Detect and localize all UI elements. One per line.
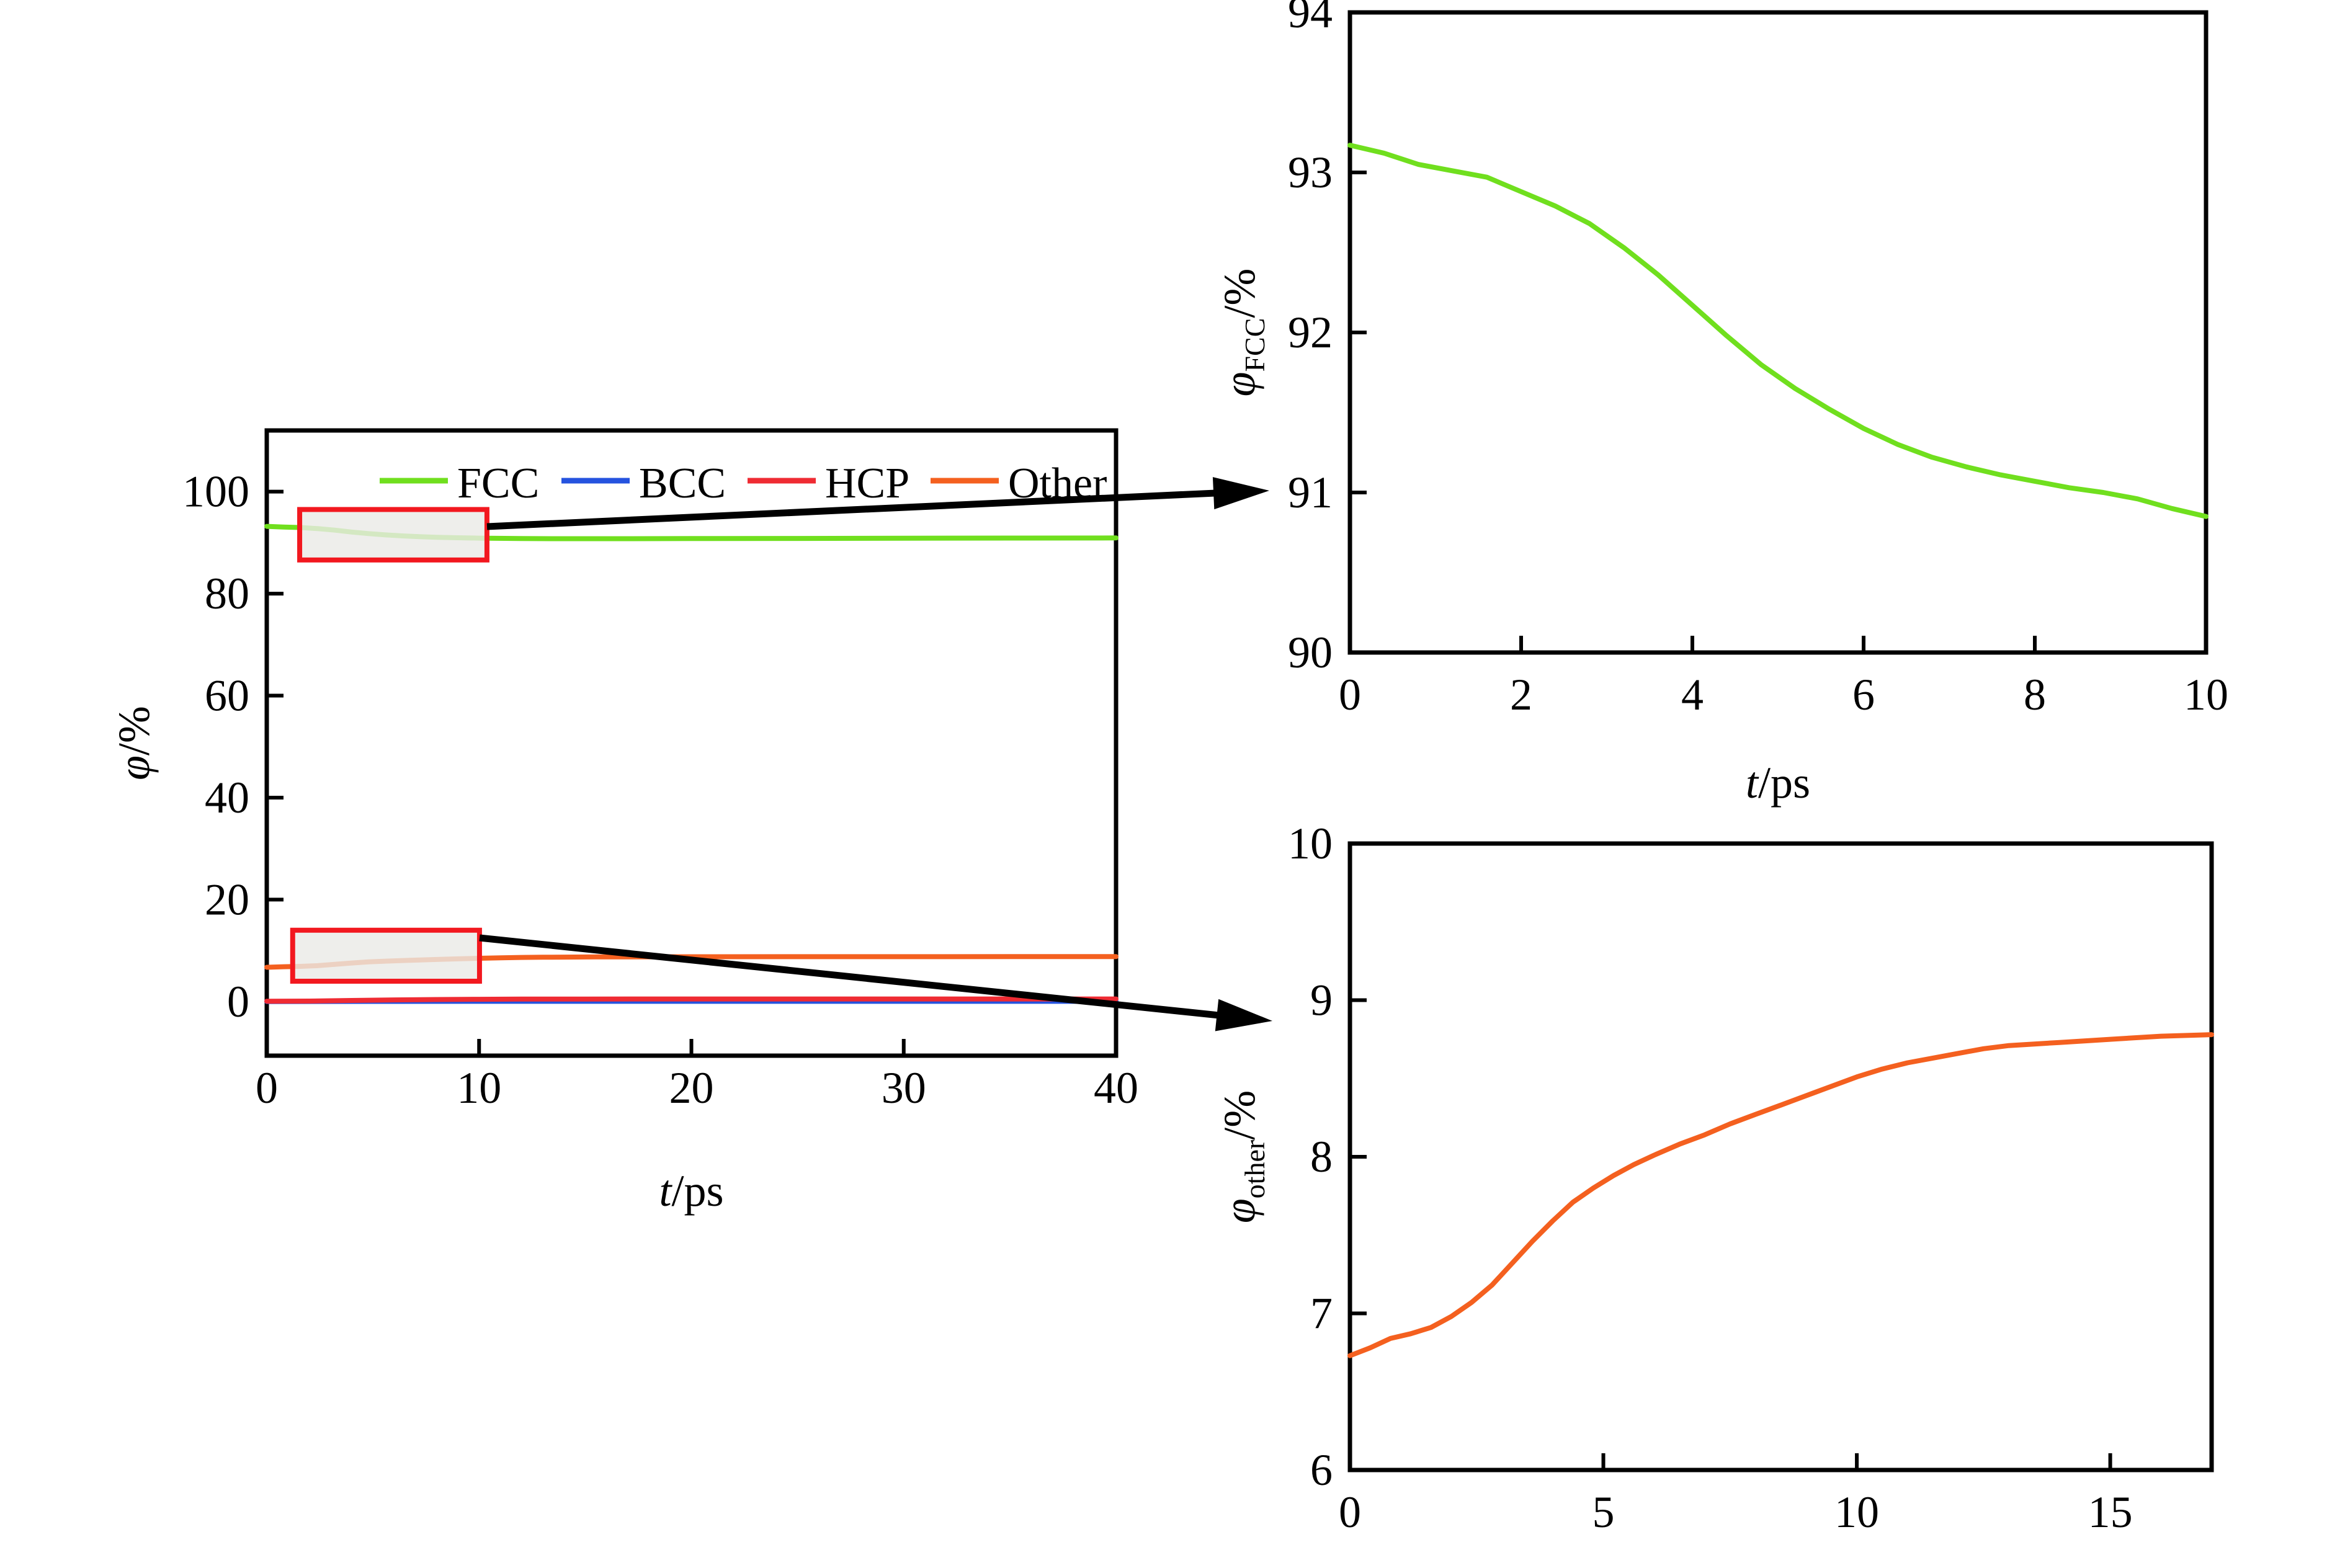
other_zoom-xtick-label: 10 [1834,1487,1879,1537]
other_zoom-ytick-label: 6 [1310,1445,1333,1495]
zoom-connector-arrow-2 [479,934,1272,1031]
overview-legend: FCC BCC HCP Other [380,460,1107,507]
bcc-legend-label: BCC [639,460,726,507]
arrow-shaft [479,934,1231,1020]
overview-ytick-label: 100 [182,467,249,517]
fcc_zoom-ytick-label: 94 [1288,0,1333,37]
zoom-region-box-1 [297,507,489,563]
arrow-head [1215,999,1272,1031]
fcc_zoom-yaxis-label: φFCC/% [1215,269,1271,397]
other_zoom-xtick-label: 0 [1339,1487,1361,1537]
overview-ytick-label: 20 [205,875,249,924]
other_zoom-xtick-label: 15 [2088,1487,2133,1537]
overview-xtick-label: 20 [669,1063,714,1113]
overview-xtick-label: 40 [1094,1063,1138,1113]
overview-xtick-label: 0 [256,1063,278,1113]
other_zoom-yaxis-label: φother/% [1215,1090,1271,1223]
zoom-region-box-2 [290,927,482,984]
fcc_zoom-ytick-label: 91 [1288,468,1333,517]
overview-ytick-label: 80 [205,569,249,618]
fcc_zoom-ytick-label: 93 [1288,148,1333,197]
arrow-head [1212,477,1269,510]
fcc_zoom-xtick-label: 10 [2184,670,2228,719]
fcc_zoom-chart: 90 91 92 93 94 0 2 4 6 8 10 t/ps φFCC/% [1215,0,2228,808]
fcc_zoom-xtick-label: 6 [1852,670,1875,719]
other-series-line [1347,1032,2214,1358]
other_zoom-chart: 678910051015t/psφother/% [1215,819,2214,1537]
other_zoom-plot-frame [1347,841,2214,1472]
overview-ytick-label: 40 [205,773,249,822]
overview-xaxis-label: t/ps [659,1166,723,1216]
fcc_zoom-xtick-label: 8 [2024,670,2046,719]
hcp-legend-label: HCP [825,460,909,507]
other_zoom-ytick-label: 10 [1288,819,1333,868]
fcc_zoom-ytick-label: 90 [1288,628,1333,677]
other_zoom-ytick-label: 8 [1310,1132,1333,1182]
fcc-legend-label: FCC [457,460,539,507]
overview-yaxis-label: φ/% [109,706,159,780]
other_zoom-ytick-label: 7 [1310,1289,1333,1339]
overview-xtick-label: 10 [457,1063,501,1113]
arrow-shaft [486,489,1228,530]
overview-ytick-label: 60 [205,671,249,721]
fcc_zoom-xaxis-label: t/ps [1746,758,1810,808]
fcc_zoom-xtick-label: 2 [1510,670,1532,719]
fcc_zoom-plot-frame [1347,10,2209,655]
fcc_zoom-ytick-label: 92 [1288,308,1333,357]
zoom-connector-arrow-1 [486,477,1269,530]
fcc_zoom-xtick-label: 0 [1339,670,1361,719]
overview-xtick-label: 30 [882,1063,926,1113]
other_zoom-ytick-label: 9 [1310,976,1333,1025]
fcc_zoom-xtick-label: 4 [1681,670,1704,719]
overview-ytick-label: 0 [227,977,249,1027]
hcp-series-line [264,996,1119,1004]
other_zoom-xtick-label: 5 [1592,1487,1615,1537]
fcc-series-line [1347,143,2209,519]
